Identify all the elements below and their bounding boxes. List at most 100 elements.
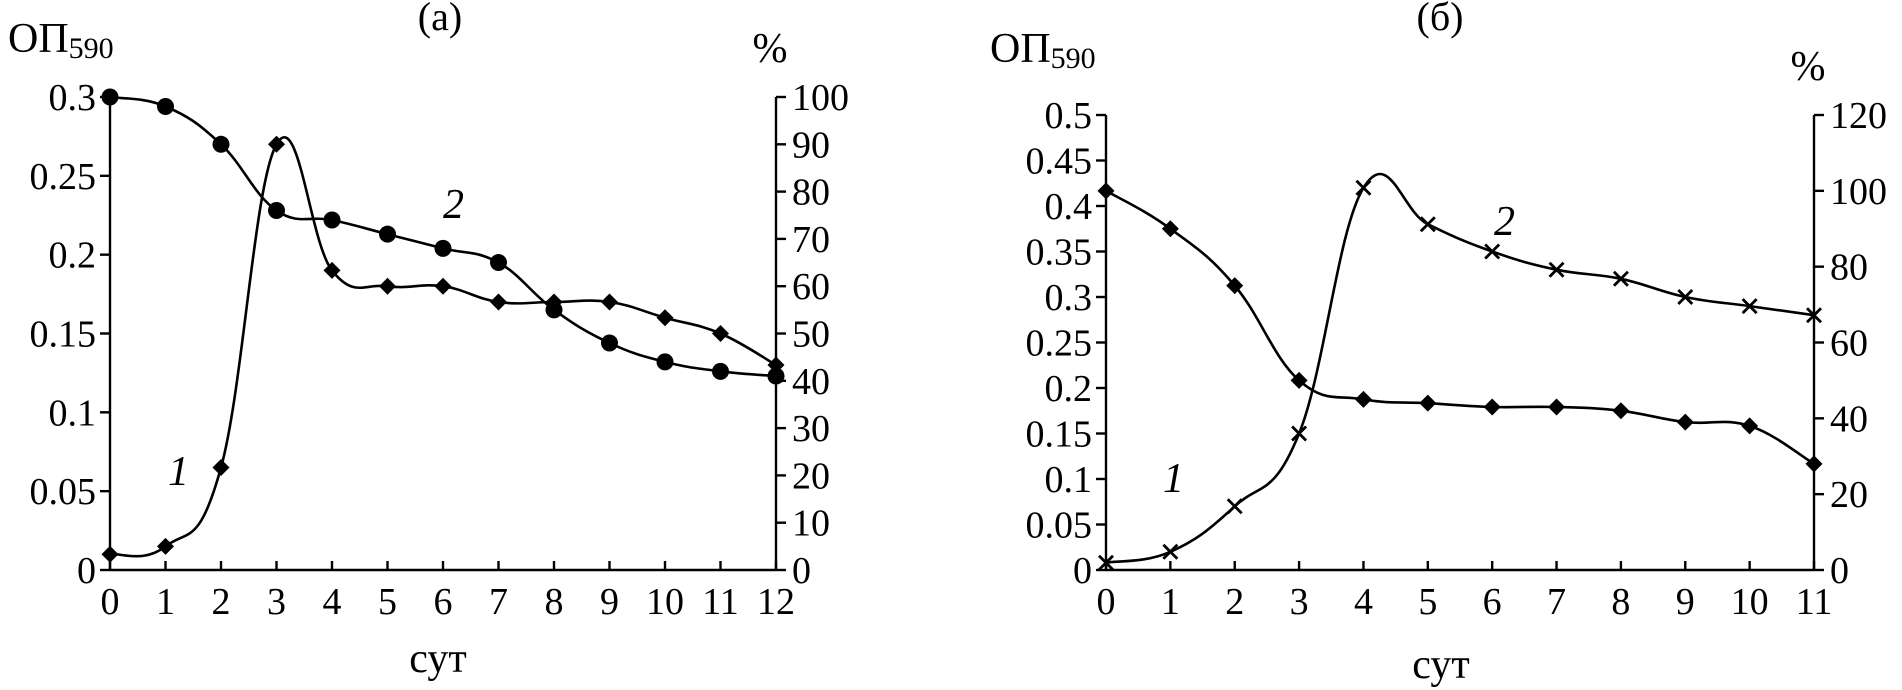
panel-a-x-tick-label: 5 — [378, 581, 397, 623]
panel-a-left-tick-label: 0.15 — [30, 314, 97, 356]
panel-a-x-tick-label: 12 — [757, 581, 795, 623]
panel-a-series-1-point — [101, 545, 119, 563]
panel-a-left-axis-title: ОП590 — [8, 16, 114, 65]
panel-a-left-tick-label: 0.25 — [30, 156, 97, 198]
panel-a-series-1-point — [434, 277, 452, 295]
panel-a-left-tick-label: 0.05 — [30, 471, 97, 513]
panel-b-x-tick-label: 7 — [1547, 581, 1566, 623]
panel-b-series-2-point — [1548, 398, 1566, 416]
panel-b-right-tick-label: 80 — [1830, 247, 1868, 289]
panel-b-series-1-point — [1355, 179, 1372, 196]
panel-b-series-2-line — [1105, 189, 1815, 465]
panel-a-series-1-point — [323, 261, 341, 279]
panel-a-series-2-point — [379, 225, 396, 243]
panel-b-x-tick-label: 2 — [1225, 581, 1244, 623]
panel-a-right-tick-label: 80 — [792, 172, 830, 214]
panel-b-left-tick-label: 0.05 — [1026, 505, 1093, 547]
panel-b-left-tick-label: 0.2 — [1045, 368, 1093, 410]
panel-a-series-1-point — [268, 135, 285, 153]
panel-a-x-tick-label: 6 — [434, 581, 453, 623]
panel-b-left-axis-title: ОП590 — [990, 26, 1096, 75]
panel-b-right-tick-label: 0 — [1830, 550, 1849, 592]
panel-a-series-2-point — [101, 88, 119, 106]
panel-b-series-2-point — [1097, 182, 1115, 200]
panel-b-x-tick-label: 3 — [1290, 581, 1309, 623]
panel-a-x-axis-title: сут — [409, 636, 466, 682]
panel-a-series-1-point — [490, 293, 507, 311]
panel-b-left-tick-label: 0.25 — [1026, 323, 1093, 365]
panel-b-left-tick-label: 0.4 — [1045, 186, 1093, 228]
panel-a-left-tick-label: 0.3 — [49, 77, 97, 119]
panel-b-series-1-point — [1419, 216, 1436, 233]
panel-a-right-tick-label: 20 — [792, 455, 830, 497]
panel-a-series-1-point — [157, 537, 174, 555]
panel-b-left-tick-label: 0.45 — [1026, 141, 1093, 183]
panel-a-x-tick-label: 7 — [489, 581, 508, 623]
panel-a-series-2-line — [109, 95, 777, 378]
panel-a-left-tick-label: 0.1 — [49, 392, 97, 434]
panel-a-series-2-point — [212, 135, 230, 153]
panel-b-series-2-point — [1226, 277, 1244, 295]
panel-b-label: (б) — [1417, 0, 1464, 39]
panel-a-x-tick-label: 0 — [101, 581, 120, 623]
panel-b-curve-label-1: 1 — [1163, 456, 1184, 502]
panel-a-series-1-point — [656, 309, 674, 327]
panel-b-x-tick-label: 5 — [1418, 581, 1437, 623]
panel-b-series-1-point — [1484, 243, 1501, 260]
panel-b-right-tick-label: 20 — [1830, 474, 1868, 516]
panel-b-series-1-point — [1612, 270, 1629, 287]
panel-a-series-2-point — [767, 367, 785, 385]
panel-a-right-tick-label: 70 — [792, 219, 830, 261]
panel-b-right-tick-label: 40 — [1830, 398, 1868, 440]
panel-b-left-tick-label: 0.35 — [1026, 232, 1093, 274]
panel-b-x-tick-label: 11 — [1796, 581, 1833, 623]
panel-b-series-1-point — [1548, 261, 1565, 278]
panel-a-right-tick-label: 100 — [792, 77, 849, 119]
panel-a-series-1-point — [601, 293, 618, 311]
panel-a-left-axis-title-sub: 590 — [69, 32, 114, 65]
panel-a-x-tick-label: 9 — [600, 581, 619, 623]
panel-b-right-tick-label: 60 — [1830, 323, 1868, 365]
panel-a-right-tick-label: 40 — [792, 361, 830, 403]
panel-a-x-tick-label: 3 — [267, 581, 286, 623]
panel-b-right-tick-label: 120 — [1830, 95, 1887, 137]
panel-b-series-1-point — [1741, 298, 1758, 315]
panel-b-left-axis-title-sub: 590 — [1051, 42, 1096, 75]
panel-b-x-tick-label: 9 — [1676, 581, 1695, 623]
panel-a-x-tick-label: 4 — [323, 581, 342, 623]
panel-a-right-tick-label: 0 — [792, 550, 811, 592]
panel-b-series-2-point — [1676, 413, 1694, 431]
panel-b-series-2-point — [1419, 394, 1437, 412]
panel-a-right-tick-label: 60 — [792, 266, 830, 308]
panel-b-curve-label-2: 2 — [1494, 199, 1515, 245]
panel-b-series-2-point — [1290, 371, 1308, 389]
panel-b-series-1-point — [1162, 543, 1179, 560]
panel-a-right-axis-title: % — [753, 26, 788, 72]
panel-b-x-tick-label: 10 — [1731, 581, 1769, 623]
panel-b-series-2-point — [1741, 417, 1759, 435]
panel-b-series-1-line — [1105, 172, 1815, 564]
panel-a-series-2-point — [323, 211, 341, 229]
panel-a-series-2-point — [490, 254, 507, 272]
panel-b-series-1-point — [1677, 289, 1694, 305]
panel-b-left-tick-label: 0 — [1073, 550, 1092, 592]
panel-a-series-1-point — [712, 325, 729, 342]
panel-b-x-tick-label: 4 — [1354, 581, 1373, 623]
panel-b-x-axis-title: сут — [1412, 642, 1469, 688]
panel-a-series-2-point — [601, 334, 618, 352]
panel-a-series-2-point — [268, 202, 285, 220]
panel-a-left-tick-label: 0.2 — [49, 235, 97, 277]
panel-a-series-1-point — [212, 459, 230, 477]
panel-a-x-tick-label: 1 — [156, 581, 175, 623]
panel-b-right-axis-title: % — [1791, 44, 1826, 90]
panel-a-x-tick-label: 11 — [702, 581, 739, 623]
panel-a: (а) ОП590 % сут 1 2 0 1 2 3 4 5 6 7 8 9 10 11 1200.0… — [8, 0, 849, 682]
panel-a-x-tick-label: 8 — [545, 581, 564, 623]
panel-b-series-2-point — [1612, 402, 1630, 420]
panel-b-series-1-point — [1806, 307, 1822, 324]
panel-b-x-tick-label: 6 — [1483, 581, 1502, 623]
panel-a-x-tick-label: 2 — [212, 581, 231, 623]
panel-a-series-2-point — [157, 97, 174, 115]
panel-a-series-2-point — [656, 353, 674, 371]
